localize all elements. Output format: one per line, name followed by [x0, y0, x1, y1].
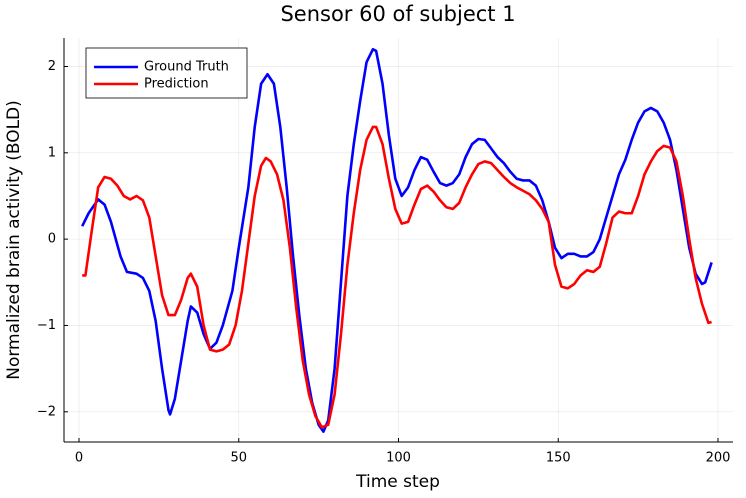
x-tick-label: 50 — [230, 451, 247, 466]
y-tick-label: 0 — [48, 232, 56, 247]
x-tick-label: 100 — [386, 451, 411, 466]
legend-label: Ground Truth — [144, 60, 229, 75]
y-tick-label: 2 — [48, 59, 56, 74]
x-tick-label: 200 — [706, 451, 731, 466]
y-tick-label: −2 — [37, 404, 56, 419]
legend-label: Prediction — [144, 77, 209, 92]
y-tick-label: 1 — [48, 145, 56, 160]
legend-box — [85, 47, 248, 99]
series-line — [81, 47, 713, 433]
x-tick-label: 150 — [546, 451, 571, 466]
x-axis-label: Time step — [355, 472, 440, 492]
series-line — [82, 125, 712, 429]
chart-title: Sensor 60 of subject 1 — [280, 2, 515, 26]
x-tick-label: 0 — [75, 451, 83, 466]
y-axis-label: Normalized brain activity (BOLD) — [4, 100, 24, 380]
y-tick-label: −1 — [37, 318, 56, 333]
